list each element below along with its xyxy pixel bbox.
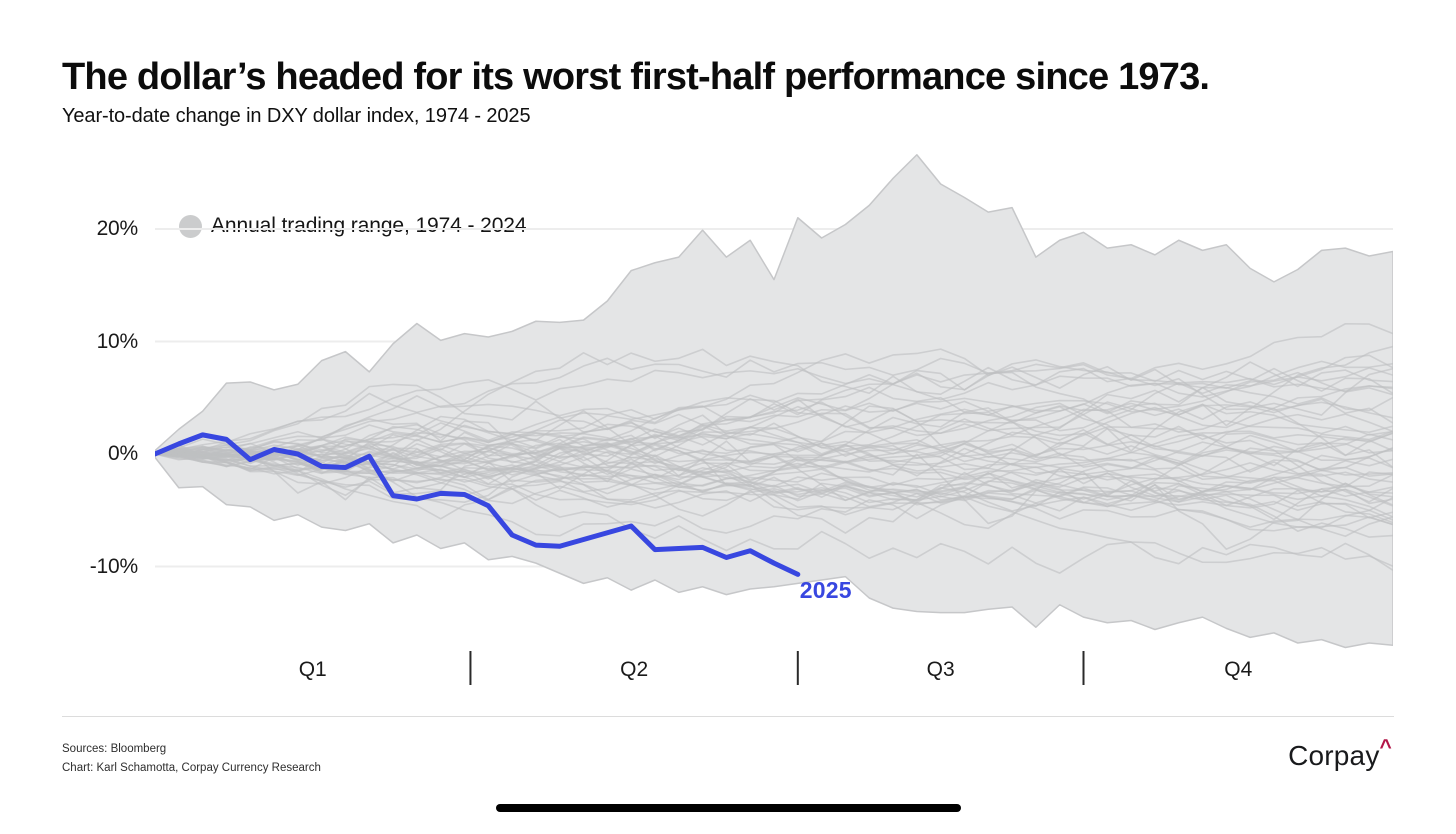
background-year-line — [155, 367, 1393, 457]
y-tick-label: -10% — [89, 554, 138, 578]
background-year-line — [155, 408, 1393, 503]
background-year-line — [155, 386, 1393, 471]
chart-subtitle: Year-to-date change in DXY dollar index,… — [62, 105, 531, 127]
background-year-line — [155, 354, 1393, 456]
background-year-line — [155, 385, 1393, 462]
chart-title: The dollar’s headed for its worst first-… — [62, 56, 1210, 98]
footer-divider — [62, 716, 1394, 717]
x-tick-label-q2: Q2 — [620, 658, 649, 681]
background-year-line — [155, 322, 1393, 463]
legend-label: Annual trading range, 1974 - 2024 — [211, 214, 527, 237]
legend: Annual trading range, 1974 - 2024 — [179, 214, 527, 238]
presentation-progress-bar — [496, 804, 961, 812]
background-year-line — [155, 445, 1393, 550]
background-year-line — [155, 362, 1393, 457]
background-year-line — [155, 444, 1393, 537]
legend-swatch-icon — [179, 214, 202, 238]
corpay-logo: Corpay ^ — [1288, 736, 1392, 772]
chart-credit-line: Chart: Karl Schamotta, Corpay Currency R… — [62, 762, 321, 774]
y-tick-label: 10% — [96, 329, 139, 353]
x-tick-label-q3: Q3 — [926, 658, 955, 681]
background-year-line — [155, 357, 1393, 455]
source-credits: Sources: Bloomberg Chart: Karl Schamotta… — [62, 740, 321, 778]
x-tick-label-q4: Q4 — [1224, 658, 1253, 681]
series-2025-label: 2025 — [799, 577, 852, 604]
corpay-logo-text: Corpay — [1288, 740, 1380, 771]
background-year-line — [155, 348, 1393, 457]
chart-plot-area — [155, 154, 1393, 685]
y-tick-label: 20% — [96, 217, 139, 240]
background-year-line — [155, 383, 1393, 465]
x-tick-label-q1: Q1 — [298, 658, 327, 681]
background-year-line — [155, 453, 1393, 532]
series-2025-line — [155, 432, 801, 577]
y-tick-label: 0% — [108, 442, 138, 465]
background-year-line — [155, 453, 1393, 518]
corpay-caret-icon: ^ — [1379, 736, 1392, 759]
background-year-line — [155, 397, 1393, 466]
sources-line: Sources: Bloomberg — [62, 743, 167, 755]
